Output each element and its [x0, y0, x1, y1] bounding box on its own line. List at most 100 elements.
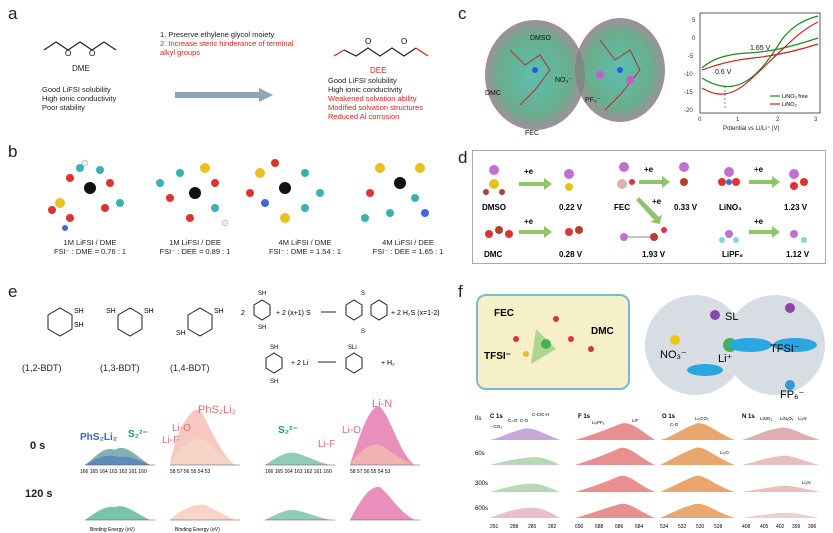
lbl-s2-b: S₂²⁻ [278, 425, 298, 436]
xps-xlabel-2: Binding Energy (eV) [175, 527, 220, 533]
legend-free: LiNO₃ free [782, 94, 808, 100]
dee-prop: Reduced Al corrosion [328, 112, 400, 121]
svg-text:+ 2 H₂S (x=1-2): + 2 H₂S (x=1-2) [391, 310, 440, 317]
svg-text:SH: SH [74, 322, 84, 329]
svg-text:LiNₓOᵧ: LiNₓOᵧ [780, 416, 794, 421]
svg-text:1.93 V: 1.93 V [642, 250, 666, 259]
svg-text:FEC: FEC [614, 203, 630, 212]
rxn-lino3: +e LiNO₃ 1.23 V [718, 165, 808, 212]
svg-text:SH: SH [176, 330, 186, 337]
caption-1m-dee: 1M LiFSI / DEE FSI⁻ : DEE = 0.89 : 1 [159, 238, 231, 256]
svg-text:SH: SH [106, 308, 116, 315]
svg-text:684: 684 [635, 524, 644, 530]
cluster-1m-dme [48, 159, 124, 231]
ion-li: Li⁺ [718, 353, 733, 365]
dee-prop: Good LiFSI solubility [328, 76, 397, 85]
svg-text:-15: -15 [684, 90, 693, 96]
svg-text:LiNO₃: LiNO₃ [719, 203, 742, 212]
svg-text:690: 690 [575, 524, 584, 530]
svg-text:LiₓPFᵧ: LiₓPFᵧ [592, 420, 605, 425]
svg-text:399: 399 [792, 524, 801, 530]
label-dmso: DMSO [530, 35, 552, 42]
time-f-0: 0s [475, 416, 481, 422]
rxn-dmc: +e DMC 0.28 V [484, 217, 583, 259]
svg-text:+e: +e [754, 165, 764, 174]
lbl-lif-b: Li-F [318, 439, 335, 450]
xps-s-120s-b [265, 509, 335, 521]
svg-text:C 1s: C 1s [490, 414, 503, 420]
dee-props: Good LiFSI solubility High ionic conduct… [328, 76, 423, 121]
svg-text:408: 408 [742, 524, 751, 530]
step-num: 2. [160, 39, 167, 48]
svg-text:Li₃N: Li₃N [802, 480, 811, 485]
svg-text:291: 291 [490, 524, 499, 530]
lbl-lio-b: Li-O [342, 425, 361, 436]
design-arrow [175, 88, 273, 102]
solvation-molecule: FEC TFSI⁻ DMC [484, 308, 614, 364]
xps-f1s: F 1s LiₓPFᵧ LiF 690 688 686 684 [575, 414, 655, 530]
cv-xlabel: Potential vs Li/Li⁺ (V) [723, 125, 780, 132]
step-text: Preserve ethylene glycol moiety [168, 30, 275, 39]
panel-f-label: f [458, 282, 463, 301]
svg-text:LiPF₆: LiPF₆ [722, 250, 743, 259]
dee-prop: Weakened solvation ability [328, 94, 417, 103]
xps-n1s: N 1s LiNO₃ LiNₓOᵧ Li₃N Li₃N 408 405 402 399… [742, 414, 820, 530]
svg-text:+ 2 Li: + 2 Li [291, 360, 309, 367]
svg-text:532: 532 [678, 524, 687, 530]
svg-text:DMSO: DMSO [482, 203, 506, 212]
svg-text:2: 2 [776, 117, 780, 123]
svg-text:0.28 V: 0.28 V [559, 250, 583, 259]
caption-4m-dee: 4M LiFSI / DEE FSI⁻ : DEE = 1.65 : 1 [372, 238, 444, 256]
svg-text:0: 0 [692, 36, 696, 42]
rxn-fec-2: +e 1.93 V [620, 197, 667, 259]
svg-text:+e: +e [524, 217, 534, 226]
bdt-isomers: SH SH SH SH SH SH [47, 307, 224, 337]
svg-text:+e: +e [754, 217, 764, 226]
caption-1m-dme: 1M LiFSI / DME FSI⁻ : DME = 0.76 : 1 [53, 238, 127, 256]
dee-prop: High ionic conductivity [328, 85, 403, 94]
svg-text:O: O [89, 49, 95, 58]
svg-text:SH: SH [270, 379, 278, 385]
bdt-reactions: 2 SH SH + 2 (x+1) S S S + 2 H₂S (x=1-2) SH… [241, 291, 440, 385]
annot-165: 1.65 V [750, 45, 771, 52]
time-f-600: 600s [475, 506, 488, 512]
xps-s-0s-b: 166 165 164 163 162 161 160 [265, 452, 335, 475]
svg-text:SH: SH [258, 325, 266, 331]
time-f-300: 300s [475, 481, 488, 487]
svg-text:1: 1 [736, 117, 740, 123]
svg-text:282: 282 [548, 524, 557, 530]
dme-prop: High ionic conductivity [42, 94, 117, 103]
cluster-4m-dme [246, 159, 324, 223]
svg-text:0.33 V: 0.33 V [674, 203, 698, 212]
rxn-fec: +e FEC 0.33 V [614, 162, 698, 212]
svg-text:O: O [401, 37, 407, 46]
svg-text:Li₃N: Li₃N [798, 416, 807, 421]
panel-e-label: e [8, 282, 18, 301]
svg-text:O: O [365, 37, 371, 46]
svg-text:LiNO₃: LiNO₃ [760, 416, 772, 421]
lbl-lio: Li-O [172, 423, 191, 434]
svg-text:1.12 V: 1.12 V [786, 250, 810, 259]
label-fec: FEC [525, 130, 539, 137]
xps-s-0s: 166 165 164 163 162 161 160 [80, 447, 155, 475]
panel-a-label: a [8, 4, 18, 23]
esp-surfaces: DMSO DMC NO₃⁻ FEC PF₆⁻ [485, 18, 665, 137]
svg-text:O 1s: O 1s [662, 414, 676, 420]
cv-xticks: 0 1 2 3 [698, 117, 818, 123]
ion-no3: NO₃⁻ [660, 349, 687, 361]
dee-prop: Modified solvation structures [328, 103, 424, 112]
step-num: 1. [160, 30, 167, 39]
svg-text:530: 530 [696, 524, 705, 530]
svg-text:3: 3 [814, 117, 818, 123]
lbl-dmc-f: DMC [591, 326, 614, 337]
cv-yticks: 5 0 -5 -10 -15 -20 [684, 18, 696, 114]
svg-text:N 1s: N 1s [742, 414, 755, 420]
svg-text:+ H₂: + H₂ [381, 360, 395, 367]
xps-s-120s [85, 506, 155, 521]
svg-text:SH: SH [258, 291, 266, 297]
rxn-lipf6: +e LiPF₆ 1.12 V [719, 217, 810, 259]
svg-text:S: S [361, 329, 365, 335]
xps-li-120s [170, 504, 240, 521]
xps-li-120s-b [350, 486, 420, 521]
